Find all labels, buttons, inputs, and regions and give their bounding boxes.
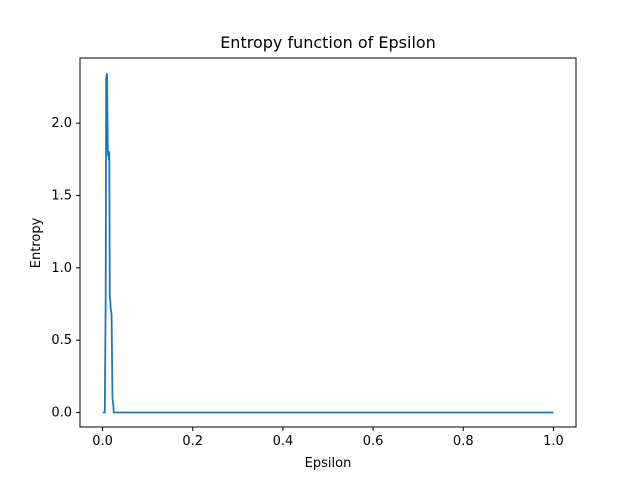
y-tick-label: 0.0 [51,406,72,421]
x-tick-label: 0.8 [453,434,474,449]
x-tick-label: 1.0 [543,434,564,449]
y-tick-label: 2.0 [51,116,72,131]
x-tick-label: 0.2 [182,434,203,449]
x-tick-label: 0.0 [92,434,113,449]
y-axis-label: Entropy [29,217,44,268]
plot-frame [79,57,577,428]
y-tick-label: 0.5 [51,333,72,348]
y-tick-label: 1.0 [51,261,72,276]
x-tick-label: 0.4 [273,434,294,449]
chart-title: Entropy function of Epsilon [220,33,436,52]
x-axis-label: Epsilon [305,456,352,471]
x-tick-label: 0.6 [363,434,384,449]
y-tick-label: 1.5 [51,188,72,203]
series-line [102,73,554,414]
